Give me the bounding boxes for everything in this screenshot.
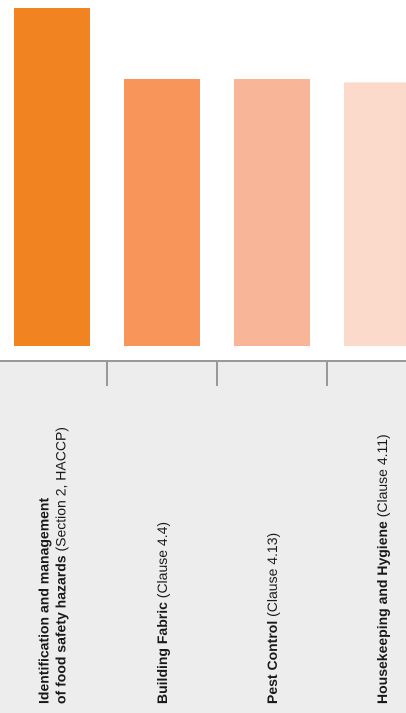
category-label-clause: (Clause 4.13) [264,533,280,621]
category-label-1-line-1: Identification and management [36,498,52,704]
bar-4 [344,82,406,347]
category-label-clause: (Clause 4.4) [154,522,170,602]
category-labels: Identification and management of food saf… [36,427,391,704]
bars-group [14,8,406,347]
category-label-bold: Housekeeping and Hygiene [374,521,390,704]
category-label-clause: (Section 2, HACCP) [53,427,69,555]
bar-3 [234,78,310,346]
category-label-bold: of food safety hazards [53,555,69,704]
category-label-bold: Pest Control [264,621,280,704]
category-label-1-line-2: of food safety hazards (Section 2, HACCP… [53,427,69,704]
label-band [0,362,406,713]
category-dividers [106,362,328,386]
category-label-3: Pest Control (Clause 4.13) [264,533,280,704]
bar-2 [124,78,200,346]
category-label-bold: Building Fabric [154,602,170,704]
category-label-4: Housekeeping and Hygiene (Clause 4.11) [374,434,390,704]
bar-1 [14,8,90,346]
category-label-clause: (Clause 4.11) [374,434,390,521]
category-label-2: Building Fabric (Clause 4.4) [154,522,170,704]
category-label-bold: Identification and management [36,498,52,704]
